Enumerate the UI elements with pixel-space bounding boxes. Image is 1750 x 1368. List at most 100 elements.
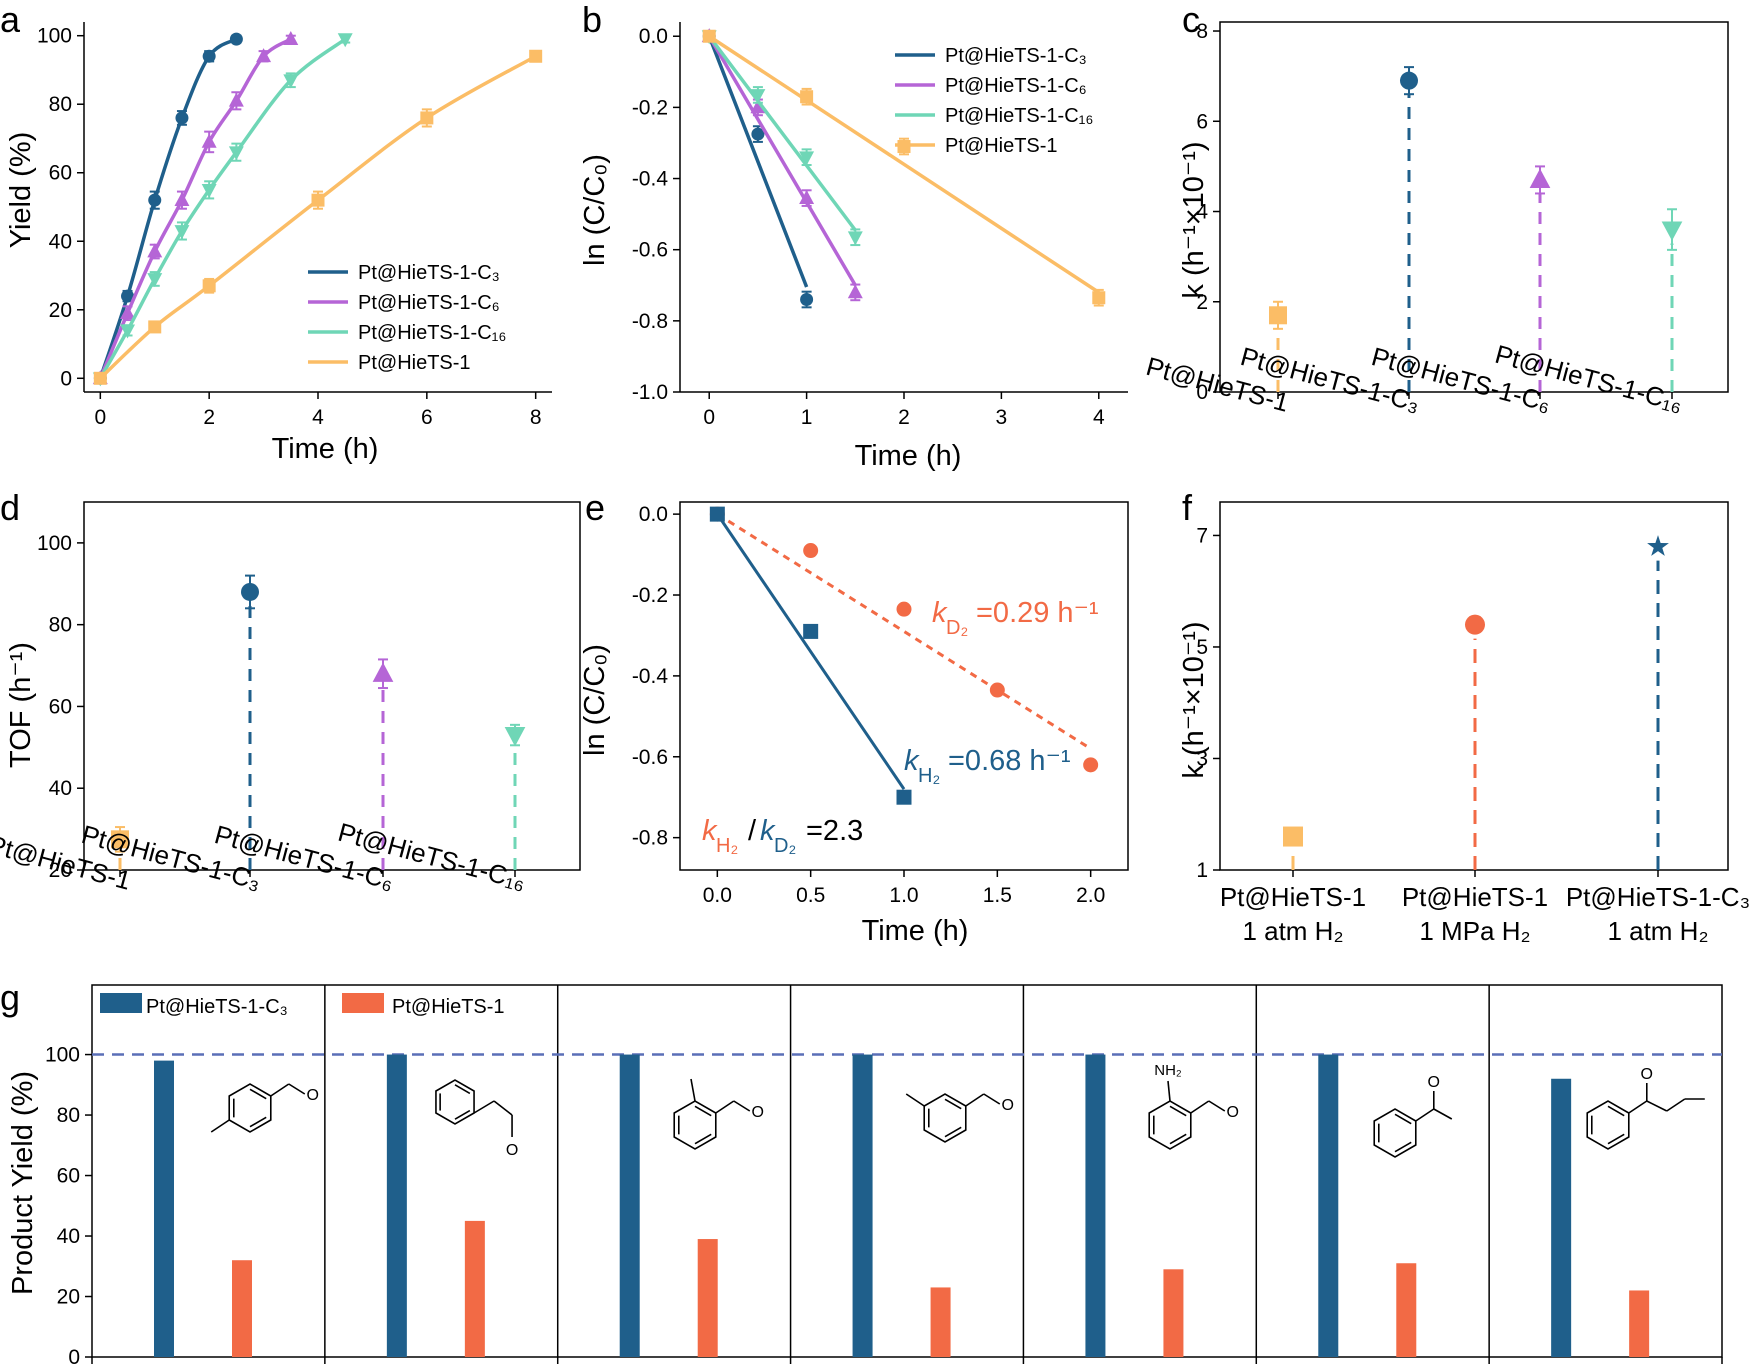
bond [690, 1078, 696, 1102]
panel-a-point [148, 193, 162, 207]
panel-letter-d: d [0, 487, 20, 528]
panel-a-xtick-label: 0 [94, 406, 106, 429]
panel-g-structure-4-double-bond [944, 1126, 962, 1138]
annotation-kd2-sub: D₂ [946, 617, 968, 639]
panel-b-legend-label: Pt@HieTS-1-C₃ [945, 45, 1087, 67]
panel-a-point [420, 111, 434, 125]
panel-a-point [120, 324, 136, 339]
panel-a-ytick-label: 80 [49, 93, 72, 116]
annotation-ratio-kh-sub: H₂ [716, 835, 738, 857]
bond [1167, 1080, 1171, 1102]
bond [1415, 1108, 1435, 1122]
panel-g-ytick-label: 0 [68, 1346, 80, 1368]
panel-g-bar [386, 1054, 407, 1357]
panel-g-structure-4: O [905, 1093, 1014, 1143]
panel-g-bar [464, 1220, 485, 1357]
bond [905, 1093, 925, 1107]
panel-letter-c: c [1182, 0, 1200, 40]
panel-e-point [709, 506, 725, 522]
panel-e-xtick-label: 0.5 [796, 884, 825, 907]
bond [1666, 1098, 1686, 1112]
panel-d-frame [83, 501, 581, 871]
oxygen: O [1641, 1066, 1653, 1083]
panel-g-bar [619, 1054, 640, 1357]
panel-b-ln-vs-time: 0.0 -0.2 -0.4 -0.6 -0.8 -1.0 0 1 2 3 4 Pt@HieTS-1-C… [632, 22, 1128, 429]
annotation-kie-ratio: k H₂ / k D₂ =2.3 [702, 815, 863, 857]
panel-d-ytick-label: 60 [49, 695, 72, 718]
bond [473, 1100, 495, 1114]
annotation-ratio-kd: k [760, 815, 776, 847]
panel-letter-a: a [0, 0, 21, 40]
oxygen: O [752, 1104, 764, 1121]
panel-b-point [750, 89, 766, 104]
panel-b-fit-line [707, 35, 857, 232]
bond [1628, 1100, 1648, 1114]
panel-d-point [241, 582, 259, 601]
panel-b-point [1092, 291, 1106, 305]
bond [965, 1093, 985, 1107]
panel-g-structure-5: O NH₂ [1148, 1062, 1239, 1150]
panel-g-legend-label: Pt@HieTS-1-C₃ [146, 996, 288, 1018]
panel-d-ytick-label: 40 [49, 777, 72, 800]
panel-f-rate-constant-pressure: 1 3 5 7 Pt@HieTS-1 1 atm H₂ Pt@HieTS-1 1 MPa H₂… [1196, 501, 1750, 946]
bond [1208, 1100, 1226, 1112]
panel-g-bar [1163, 1269, 1184, 1357]
panel-g-structure-3-ring [673, 1100, 717, 1150]
panel-f-ytick-label: 5 [1196, 636, 1208, 659]
panel-b-point [702, 29, 716, 43]
panel-a-point [228, 146, 244, 161]
panel-b-legend-label: Pt@HieTS-1-C₆ [945, 75, 1087, 97]
panel-e-point [989, 682, 1005, 698]
panel-a-point [148, 320, 162, 334]
panel-e-ytick-label: -0.8 [632, 827, 668, 850]
panel-a-point [311, 193, 325, 207]
panel-g-structure-3-double-bond [694, 1105, 712, 1117]
panel-a-point [337, 33, 353, 48]
panel-g-ytick-label: 60 [57, 1165, 80, 1188]
panel-d-ylabel: TOF (h⁻¹) [5, 642, 37, 768]
panel-g-frame [91, 984, 1723, 1358]
panel-a-legend-label: Pt@HieTS-1 [358, 352, 471, 374]
bond [733, 1100, 751, 1112]
panel-b-legend-label: Pt@HieTS-1 [945, 135, 1058, 157]
panel-letter-e: e [585, 487, 605, 528]
panel-b-ytick-label: 0.0 [639, 25, 668, 48]
panel-a-point [283, 74, 299, 89]
panel-g-structure-4-ring [923, 1093, 967, 1143]
panel-g-structure-6: O [1373, 1074, 1453, 1158]
panel-d-tof: 20406080100Pt@HieTS-1Pt@HieTS-1-C₃Pt@Hie… [0, 501, 581, 896]
panel-g-structure-7-ring [1586, 1100, 1630, 1150]
panel-a-xtick-label: 6 [421, 406, 433, 429]
panel-b-point [750, 99, 766, 114]
panel-b-fit-line [707, 35, 809, 288]
panel-a-point [529, 49, 543, 63]
panel-c-ytick-label: 4 [1196, 201, 1208, 224]
panel-e-xlabel: Time (h) [862, 915, 969, 947]
panel-b-point [800, 90, 814, 104]
bond [1646, 1100, 1668, 1112]
panel-b-ylabel: ln (C/C₀) [579, 154, 611, 266]
panel-g-structure-4-double-bond [944, 1098, 962, 1110]
panel-b-legend-label: Pt@HieTS-1-C₁₆ [945, 105, 1093, 127]
panel-a-xtick-label: 2 [203, 406, 215, 429]
panel-f-category-label: Pt@HieTS-1 [1402, 882, 1548, 912]
panel-b-fit-line [707, 35, 857, 287]
panel-c-point [1400, 71, 1418, 90]
panel-e-kinetic-isotope: 0.0 -0.2 -0.4 -0.6 -0.8 0.0 0.5 1.0 1.5 2.0 [632, 501, 1129, 907]
panel-f-point [1465, 614, 1485, 635]
panel-c-point [1529, 168, 1551, 189]
panel-b-point [799, 189, 815, 204]
panel-a-point [229, 32, 243, 46]
panel-g-structure-1-double-bond [249, 1088, 267, 1100]
annotation-kd2-symbol: k [932, 597, 948, 629]
panel-g-structure-2: O [435, 1079, 518, 1159]
panel-a-point [202, 49, 216, 63]
panel-g-legend-label: Pt@HieTS-1 [392, 996, 505, 1018]
panel-g-bar [697, 1239, 718, 1357]
panel-f-ylabel: k (h⁻¹×10⁻¹) [1178, 621, 1210, 778]
panel-g-structure-5-double-bond [1169, 1105, 1187, 1117]
annotation-kh2: k H₂ =0.68 h⁻¹ [904, 745, 1071, 787]
panel-f-category-label: Pt@HieTS-1 [1220, 882, 1366, 912]
panel-d-ytick-label: 80 [49, 614, 72, 637]
panel-b-point [751, 127, 765, 141]
